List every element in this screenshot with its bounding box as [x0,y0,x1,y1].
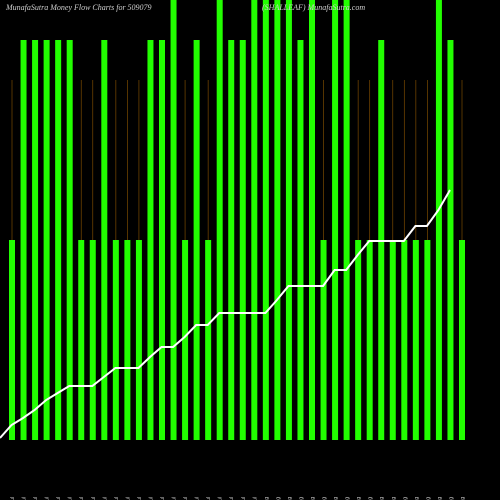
x-tick-label: 08 Aug [322,497,328,500]
x-tick-label: 29 Jul [229,497,235,500]
x-tick-label: 06 Aug [298,497,304,500]
x-tick-label: 26 Aug [448,497,454,500]
x-tick-label: 31 Jul [252,497,258,500]
x-tick-label: 23 Aug [437,497,443,500]
bar [228,40,235,440]
x-tick-label: 09 Jul [79,497,85,500]
x-tick-label: 25 Jul [206,497,212,500]
bar [170,0,177,440]
x-tick-label: 05 Aug [287,497,293,500]
x-tick-label: 15 Jul [125,497,131,500]
bar [112,240,119,440]
x-tick-label: 12 Jul [114,497,120,500]
x-tick-label: 16 Jul [137,497,143,500]
x-tick-label: 26 Jul [218,497,224,500]
bar [332,0,339,440]
bar [239,40,246,440]
x-tick-label: 13 Aug [356,497,362,500]
bar [193,40,200,440]
x-tick-label: 07 Aug [310,497,316,500]
bar [216,0,223,440]
bar [355,240,362,440]
x-tick-label: 30 Jul [241,497,247,500]
x-tick-label: 12 Aug [345,497,351,500]
bar [412,240,419,440]
bar [43,40,50,440]
bar [459,240,465,440]
x-tick-label: 10 Jul [91,497,97,500]
x-tick-label: 08 Jul [68,497,74,500]
x-tick-label: 20 Aug [402,497,408,500]
bar [205,240,212,440]
x-tick-label: 11 Jul [102,497,108,500]
bar [274,0,281,440]
bar [401,240,408,440]
x-tick-label: 02 Jul [22,497,28,500]
bar [78,240,85,440]
bar [9,240,15,440]
bar [135,240,142,440]
bar [447,40,454,440]
x-tick-label: 14 Aug [368,497,374,500]
x-tick-label: 16 Aug [379,497,385,500]
x-tick-label: 19 Jul [160,497,166,500]
x-tick-label: 18 Jul [148,497,154,500]
x-tick-label: 27 Aug [460,497,466,500]
x-tick-label: 22 Aug [425,497,431,500]
x-tick-label: 23 Jul [183,497,189,500]
bar [101,40,108,440]
x-tick-label: 05 Jul [56,497,62,500]
x-tick-label: 21 Aug [414,497,420,500]
bar [159,40,165,440]
flow-line [0,189,451,439]
chart-subtitle: (SHALLEAF) MunafaSutra.com [262,3,365,12]
bar [424,240,431,440]
bar [66,40,73,440]
bar [297,40,304,440]
bar [251,0,258,440]
bar [285,0,292,440]
bar [366,240,373,440]
x-tick-label: 04 Jul [45,497,51,500]
bar [309,0,315,440]
bar [320,240,327,440]
bar [20,40,27,440]
x-tick-label: 01 Aug [264,497,270,500]
bar [124,240,131,440]
bar [389,240,396,440]
x-tick-label: 19 Aug [391,497,397,500]
bar [182,240,189,440]
x-tick-label: 03 Jul [33,497,39,500]
bar [343,0,350,440]
bar [147,40,154,440]
bar [55,40,62,440]
x-tick-label: 24 Jul [195,497,201,500]
bars [9,0,465,440]
x-tick-label: 22 Jul [172,497,178,500]
bar [32,40,39,440]
chart-title: MunafaSutra Money Flow Charts for 509079 [5,3,152,12]
x-tick-label: 01 Jul [10,497,16,500]
bar [262,0,269,440]
x-tick-label: 02 Aug [275,497,281,500]
bar [89,240,96,440]
x-tick-label: 09 Aug [333,497,339,500]
bar [435,0,442,440]
